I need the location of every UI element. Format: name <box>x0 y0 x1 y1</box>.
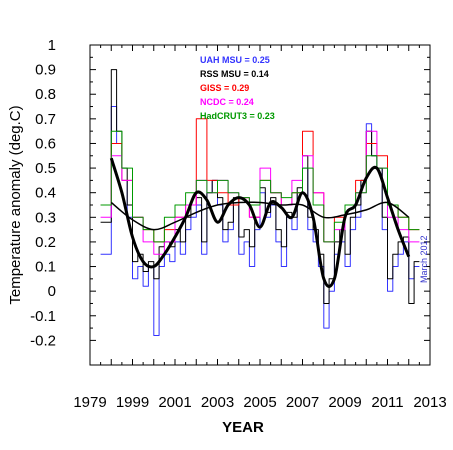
y-tick-label: 0.5 <box>35 160 56 177</box>
x-tick-label: 1979 <box>73 394 106 411</box>
x-tick-label: 2007 <box>286 394 319 411</box>
y-tick-label: -0.2 <box>30 332 56 349</box>
legend-entry: RSS MSU = 0.14 <box>200 69 269 79</box>
y-tick-label: 0.3 <box>35 209 56 226</box>
legend: UAH MSU = 0.25 RSS MSU = 0.14 GISS = 0.29 N… <box>200 55 275 121</box>
x-tick-label: 2003 <box>201 394 234 411</box>
legend-entry: GISS = 0.29 <box>200 83 249 93</box>
x-tick-label: 1999 <box>116 394 149 411</box>
x-tick-label: 2011 <box>371 394 403 411</box>
series-line-hadcrut3 <box>100 130 420 243</box>
x-tick-label: 2001 <box>158 394 191 411</box>
y-tick-label: -0.1 <box>30 308 56 325</box>
y-tick-label: 0.6 <box>35 135 56 152</box>
ticks-layer: -0.2 -0.1 0 0.1 0.2 0.3 0.4 0.5 0.6 0.7 0.8 0.9 1 197… <box>30 37 447 411</box>
x-axis-title: YEAR <box>222 419 264 436</box>
y-tick-label: 0.7 <box>35 111 56 128</box>
series-layer <box>100 69 420 336</box>
x-tick-label: 2009 <box>328 394 361 411</box>
legend-entry: NCDC = 0.24 <box>200 97 254 107</box>
x-tick-label: 2005 <box>243 394 276 411</box>
date-annotation: March 2012 <box>419 235 429 283</box>
y-tick-label: 0.8 <box>35 86 56 103</box>
y-tick-label: 0 <box>48 283 56 300</box>
y-tick-label: 0.4 <box>35 185 56 202</box>
y-tick-label: 0.9 <box>35 62 56 79</box>
legend-entry: HadCRUT3 = 0.23 <box>200 111 275 121</box>
legend-entry: UAH MSU = 0.25 <box>200 55 270 65</box>
y-tick-label: 1 <box>48 37 56 54</box>
y-tick-label: 0.2 <box>35 234 56 251</box>
y-tick-label: 0.1 <box>35 259 56 276</box>
trend-curve <box>110 201 410 231</box>
y-axis-title: Temperature anomaly (deg.C) <box>7 105 24 304</box>
x-tick-label: 2013 <box>413 394 446 411</box>
smooth-curve-heavy <box>109 157 411 289</box>
